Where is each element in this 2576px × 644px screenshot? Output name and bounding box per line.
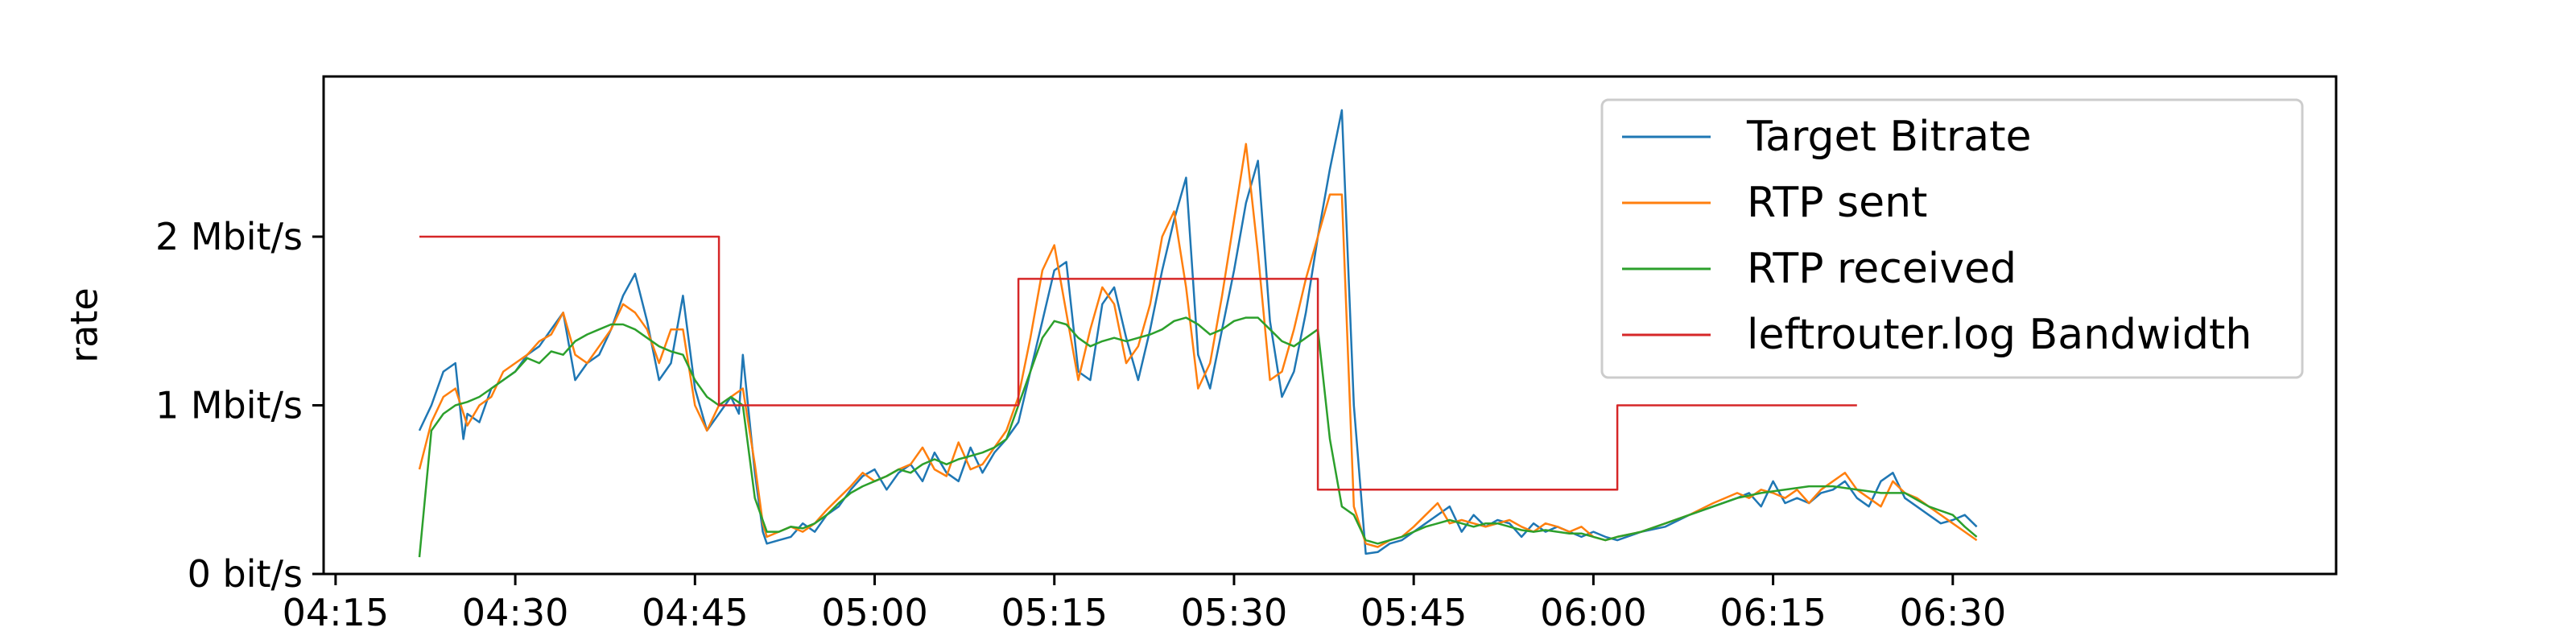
x-tick-label: 04:45: [642, 591, 749, 634]
legend-box: [1600, 98, 2304, 379]
series-line-2: [418, 142, 1978, 548]
x-tick-label: 05:30: [1181, 591, 1288, 634]
x-axis: 04:15 04:30 04:45 05:00 05:15 05:30 05:45 06:00…: [283, 574, 2007, 634]
legend-label: leftrouter.log Bandwidth: [1747, 311, 2252, 359]
x-tick-label: 05:45: [1360, 591, 1468, 634]
x-tick-label: 06:00: [1540, 591, 1647, 634]
y-tick-label: 0 bit/s: [188, 552, 303, 596]
x-tick-label: 05:15: [1001, 591, 1108, 634]
y-axis: 0 bit/s 1 Mbit/s 2 Mbit/s: [155, 215, 324, 596]
legend-label: Target Bitrate: [1746, 113, 2032, 161]
y-axis-label: rate: [63, 287, 106, 362]
series-layer: [418, 109, 1978, 558]
series-line-3: [418, 316, 1978, 558]
legend-label: RTP sent: [1747, 179, 1927, 227]
legend-label: RTP received: [1747, 245, 2017, 293]
x-tick-label: 04:15: [283, 591, 390, 634]
series-line-4: [419, 235, 1857, 491]
x-tick-label: 04:30: [462, 591, 569, 634]
y-tick-label: 1 Mbit/s: [155, 384, 303, 427]
y-tick-label: 2 Mbit/s: [155, 215, 303, 258]
x-tick-label: 06:30: [1900, 591, 2007, 634]
x-tick-label: 06:15: [1719, 591, 1827, 634]
legend: Target Bitrate RTP sent RTP received leftro…: [1600, 98, 2304, 379]
x-tick-label: 05:00: [821, 591, 928, 634]
plot-frame: [322, 75, 2338, 576]
